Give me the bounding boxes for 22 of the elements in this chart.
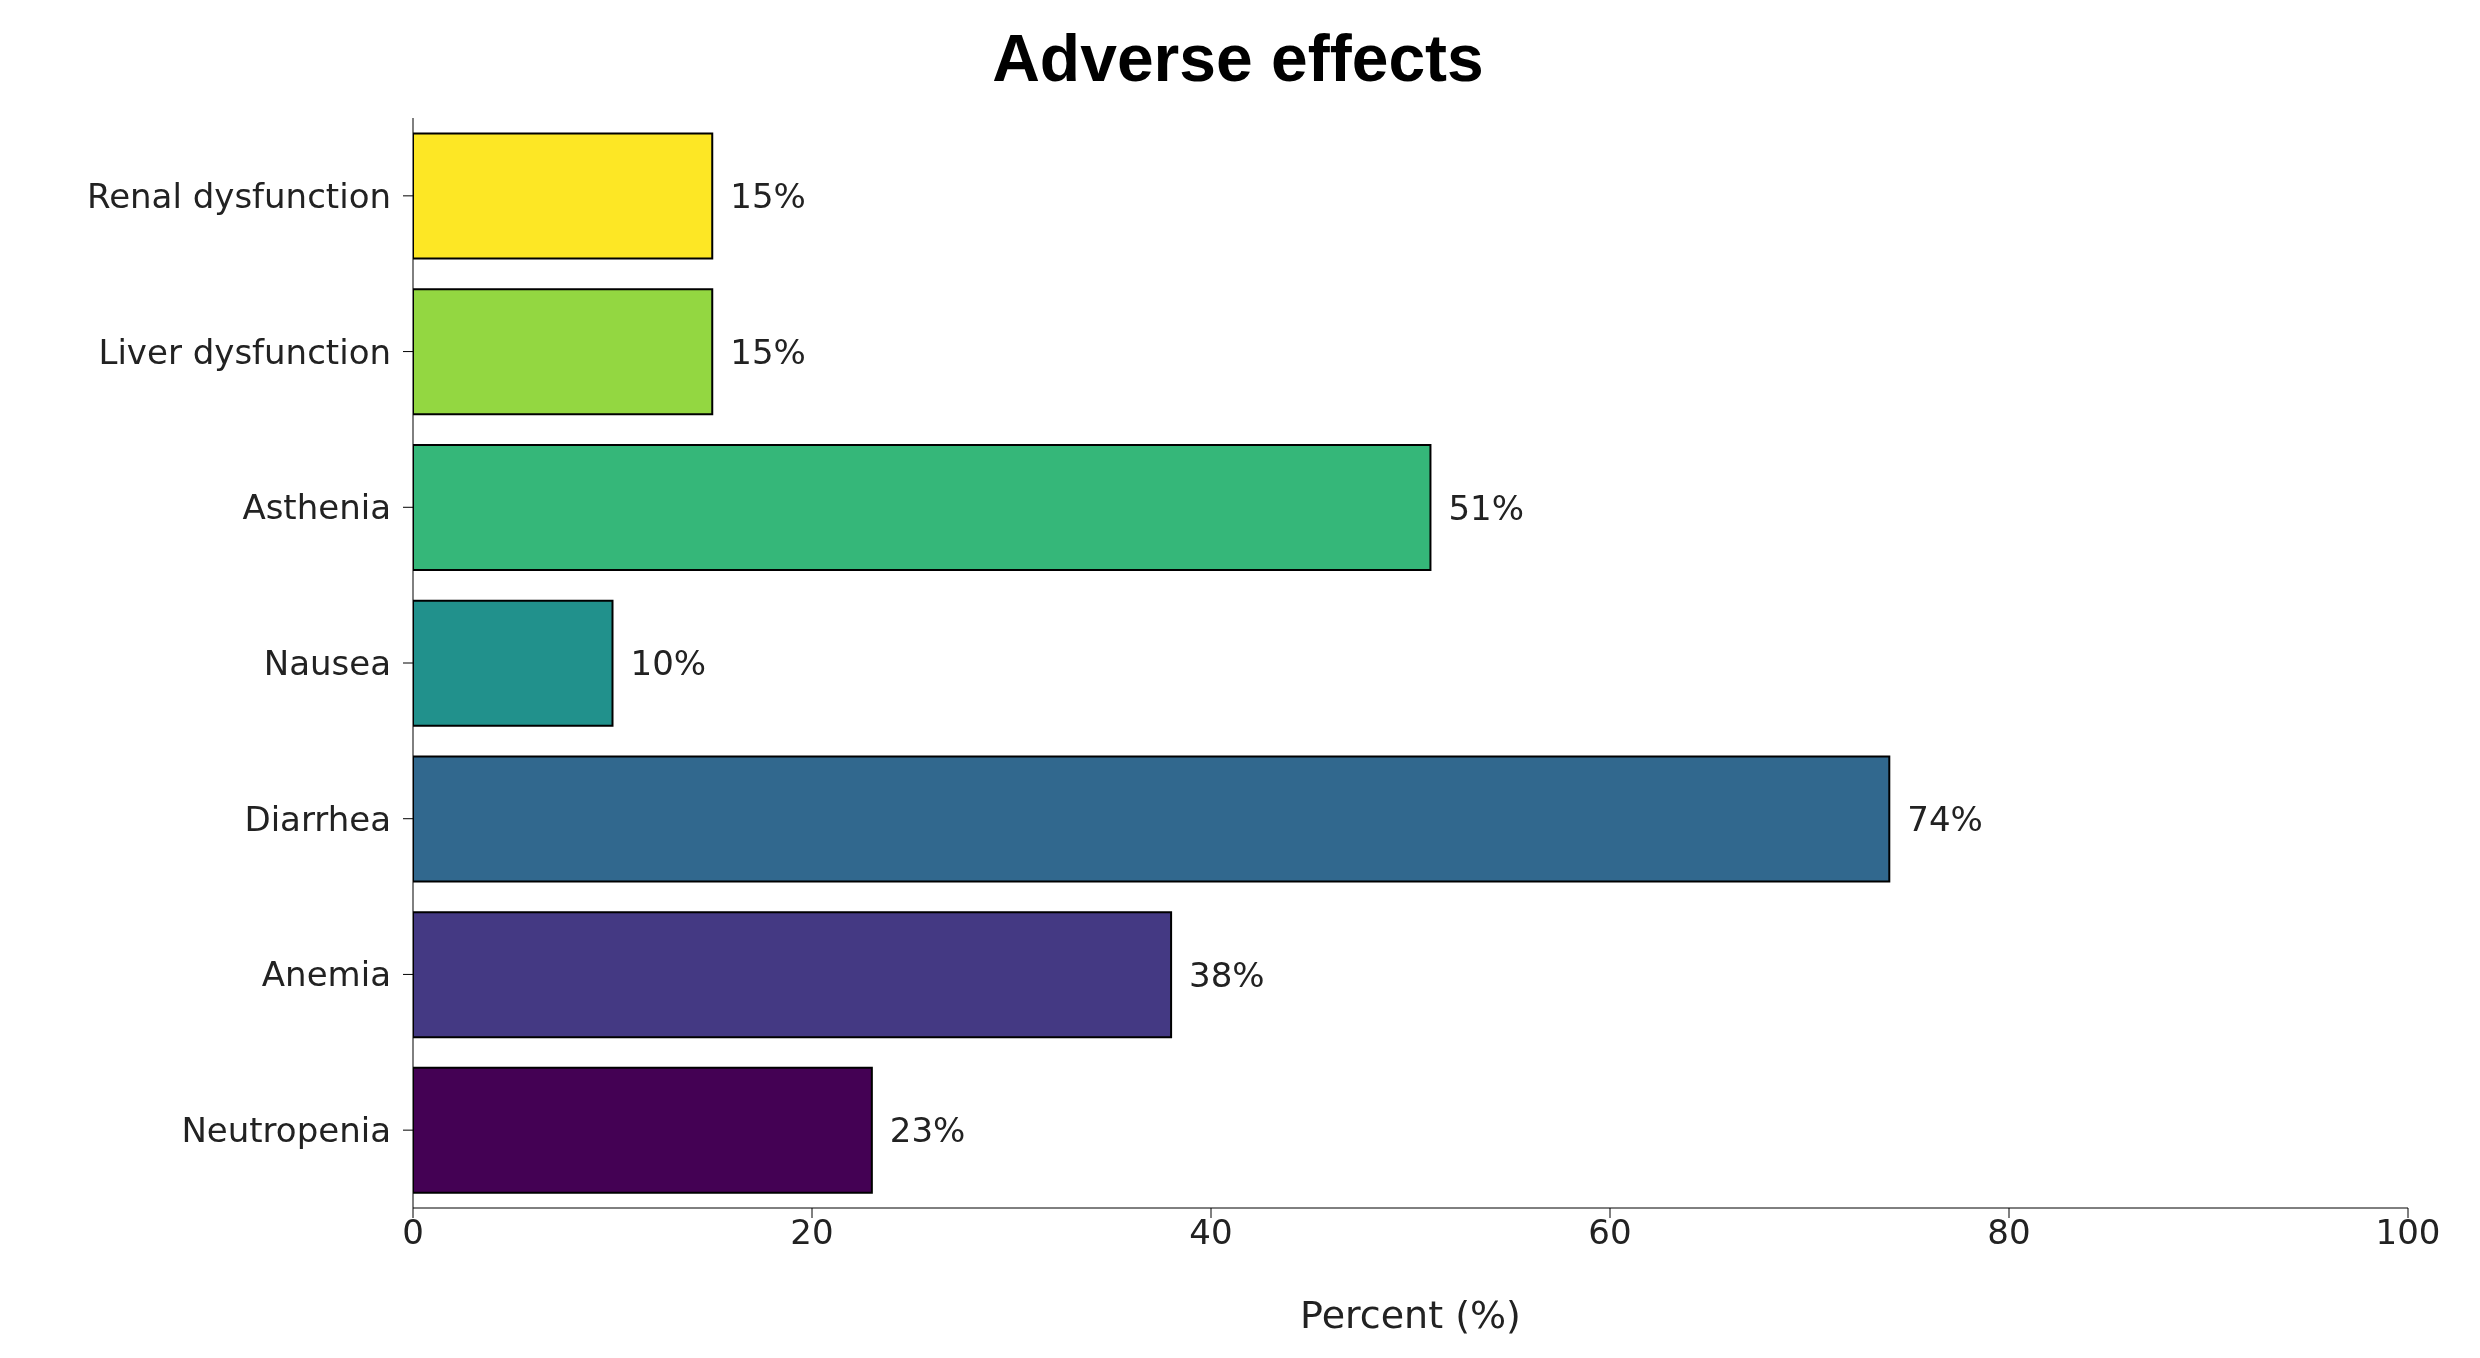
data-label: 23% — [889, 1110, 966, 1151]
chart-title: Adverse effects — [991, 20, 1485, 97]
x-tick-label: 80 — [1987, 1212, 2031, 1253]
x-tick-label: 100 — [2375, 1212, 2441, 1253]
x-tick-label: 60 — [1588, 1212, 1632, 1253]
data-label: 51% — [1448, 487, 1525, 528]
x-tick-label: 40 — [1189, 1212, 1233, 1253]
y-tick-label: Nausea — [263, 643, 391, 684]
y-tick-label: Neutropenia — [181, 1110, 391, 1151]
data-label: 15% — [730, 176, 806, 217]
data-label: 38% — [1189, 954, 1265, 995]
x-tick-label: 20 — [790, 1212, 834, 1253]
data-label: 10% — [630, 643, 707, 684]
y-tick-label: Anemia — [261, 954, 391, 995]
x-tick-label: 0 — [402, 1212, 424, 1253]
y-tick-label: Diarrhea — [244, 798, 391, 839]
y-tick-label: Asthenia — [242, 487, 391, 528]
data-label: 15% — [730, 331, 806, 372]
y-tick-label: Renal dysfunction — [87, 175, 391, 216]
x-axis-title: Percent (%) — [1300, 1293, 1521, 1337]
data-label: 74% — [1907, 798, 1983, 839]
y-tick-label: Liver dysfunction — [98, 331, 391, 372]
